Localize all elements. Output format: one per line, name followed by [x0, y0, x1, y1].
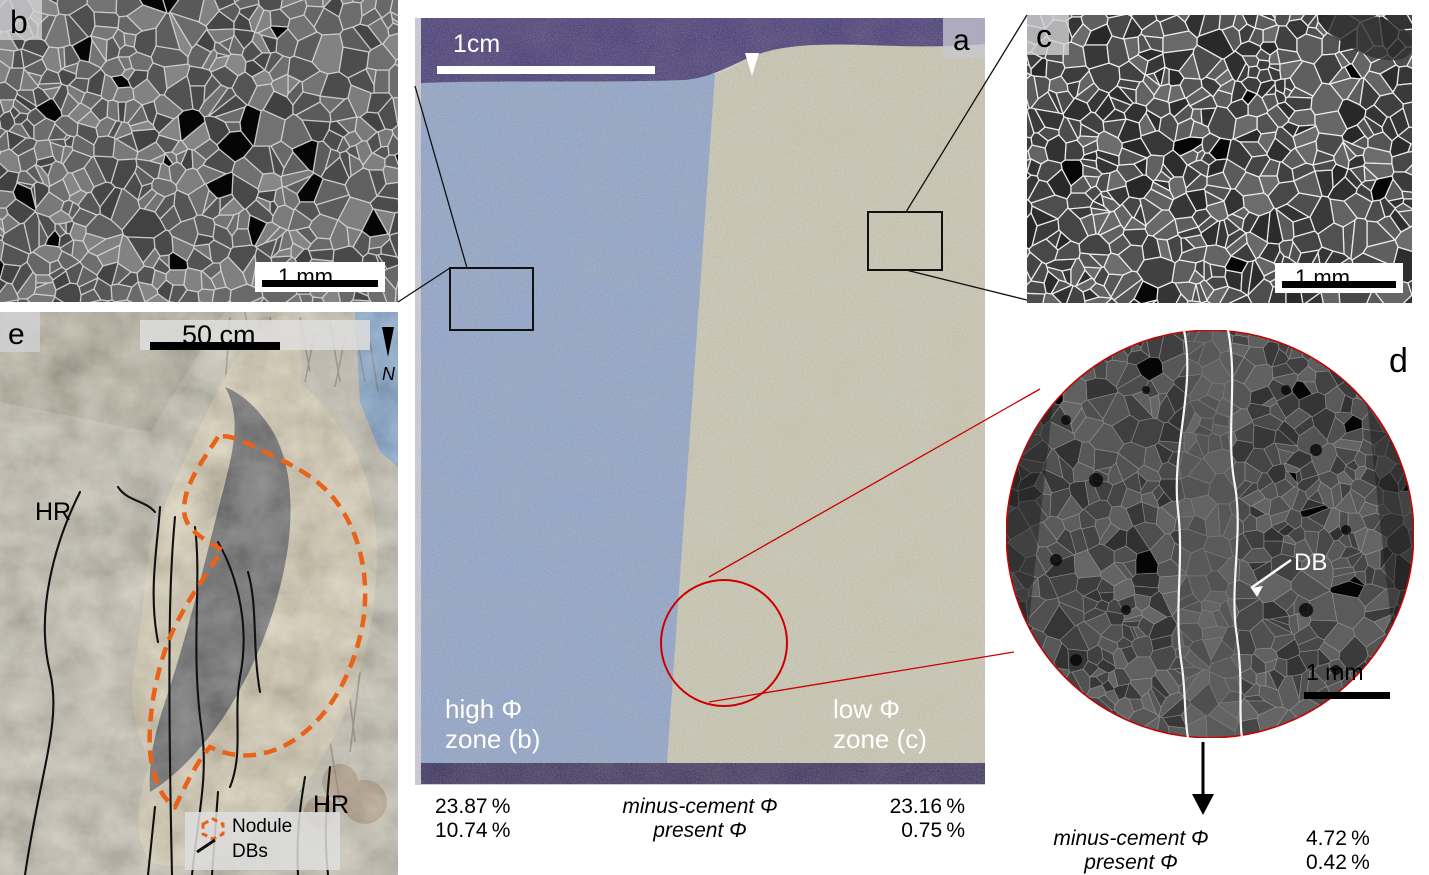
- svg-text:low Φ: low Φ: [833, 694, 900, 724]
- svg-text:N: N: [382, 364, 396, 384]
- svg-text:DB: DB: [1294, 549, 1327, 576]
- svg-text:b: b: [10, 4, 28, 40]
- svg-text:1cm: 1cm: [453, 30, 500, 58]
- svg-text:HR: HR: [35, 498, 71, 526]
- svg-text:1 mm: 1 mm: [1306, 659, 1364, 685]
- svg-text:high Φ: high Φ: [445, 694, 522, 724]
- svg-text:1 mm: 1 mm: [1295, 265, 1350, 290]
- svg-text:zone (b): zone (b): [445, 724, 540, 754]
- svg-text:DBs: DBs: [232, 841, 268, 862]
- svg-text:c: c: [1036, 18, 1052, 54]
- svg-text:Nodule: Nodule: [232, 816, 292, 837]
- svg-text:a: a: [953, 24, 970, 57]
- svg-text:d: d: [1389, 342, 1408, 380]
- svg-text:e: e: [8, 318, 25, 351]
- svg-text:1 mm: 1 mm: [278, 264, 333, 289]
- svg-text:zone (c): zone (c): [833, 724, 927, 754]
